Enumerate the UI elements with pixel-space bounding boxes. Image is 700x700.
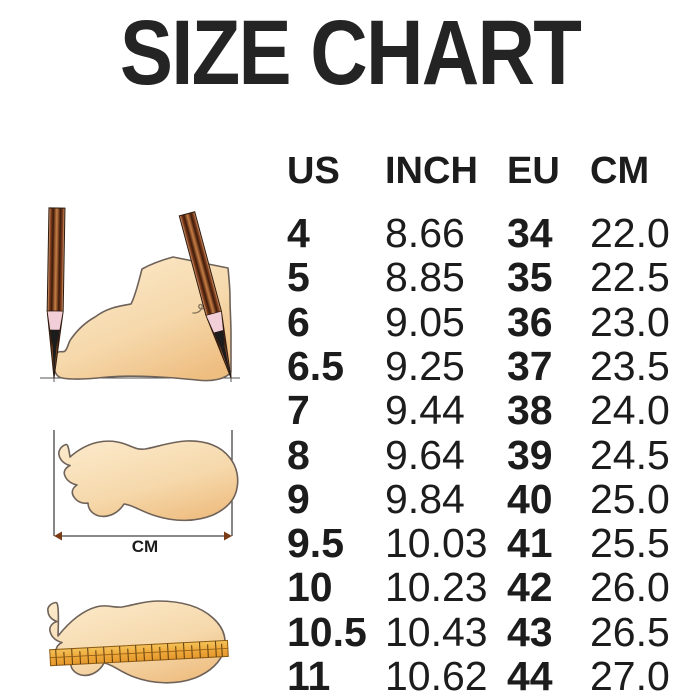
svg-text:CM: CM	[132, 537, 158, 556]
